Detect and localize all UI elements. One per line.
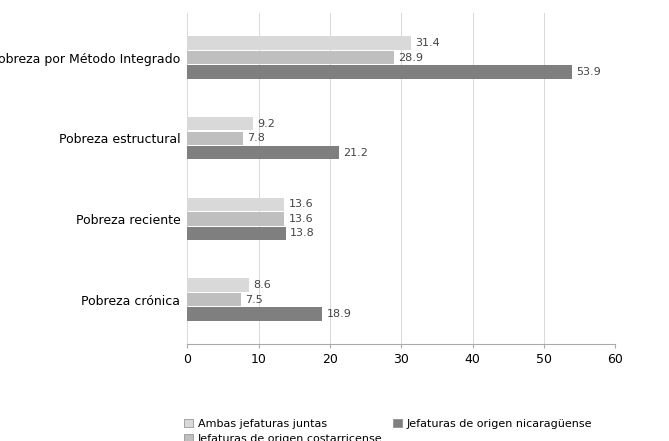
Text: 7.8: 7.8 (248, 133, 265, 143)
Bar (187, 293, 241, 306)
Bar (187, 65, 572, 79)
Text: 31.4: 31.4 (415, 38, 440, 48)
Bar (187, 37, 411, 50)
Bar (187, 146, 339, 160)
Text: 7.5: 7.5 (245, 295, 263, 305)
Bar (187, 227, 286, 240)
Legend: Ambas jefaturas juntas, Jefaturas de origen costarricense, Jefaturas de origen n: Ambas jefaturas juntas, Jefaturas de ori… (185, 419, 592, 441)
Text: 8.6: 8.6 (253, 280, 271, 290)
Text: 13.6: 13.6 (288, 199, 313, 209)
Bar (187, 198, 284, 211)
Text: 18.9: 18.9 (326, 309, 351, 319)
Bar (187, 278, 249, 292)
Text: 9.2: 9.2 (258, 119, 275, 129)
Text: 53.9: 53.9 (576, 67, 601, 77)
Text: 13.8: 13.8 (290, 228, 315, 239)
Text: 28.9: 28.9 (398, 52, 423, 63)
Bar (187, 51, 393, 64)
Bar (187, 131, 243, 145)
Text: 13.6: 13.6 (288, 214, 313, 224)
Bar (187, 117, 253, 131)
Bar (187, 212, 284, 226)
Bar (187, 307, 322, 321)
Text: 21.2: 21.2 (343, 148, 368, 158)
